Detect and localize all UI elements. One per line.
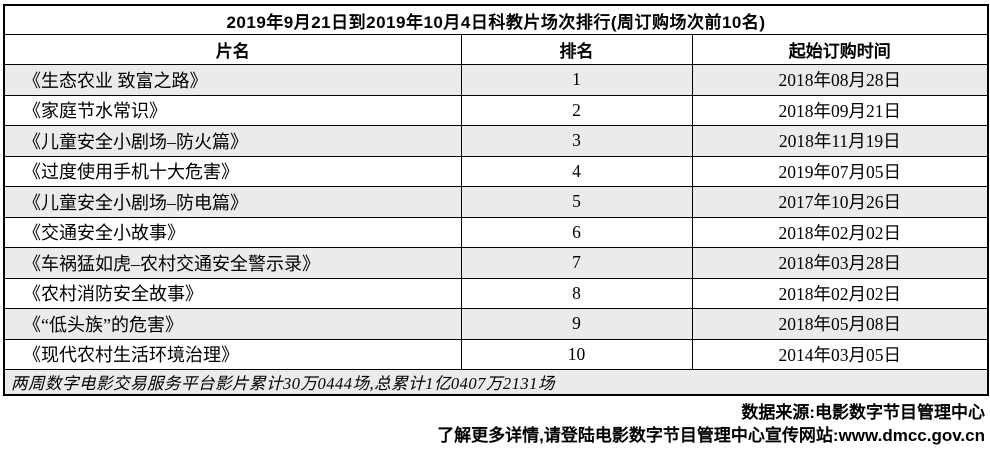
rank-cell: 9 (460, 308, 693, 340)
column-header-rank: 排名 (460, 34, 693, 65)
notes: 数据来源:电影数字节目管理中心 了解更多详情,请登陆电影数字节目管理中心宣传网站… (437, 401, 985, 447)
table-row: 《车祸猛如虎–农村交通安全警示录》 7 2018年03月28日 (3, 247, 989, 279)
rank-cell: 10 (460, 338, 693, 370)
title-row: 2019年9月21日到2019年10月4日科教片场次排行(周订购场次前10名) (3, 4, 989, 35)
table-row: 《“低头族”的危害》 9 2018年05月08日 (3, 308, 989, 340)
rank-cell: 4 (460, 155, 693, 187)
film-name-cell: 《农村消防安全故事》 (3, 277, 462, 309)
table-row: 《现代农村生活环境治理》 10 2014年03月05日 (3, 338, 989, 370)
date-cell: 2018年02月02日 (691, 277, 989, 309)
column-header-film: 片名 (3, 34, 462, 65)
date-cell: 2018年02月02日 (691, 216, 989, 248)
rank-cell: 6 (460, 216, 693, 248)
more-info-note: 了解更多详情,请登陆电影数字节目管理中心宣传网站:www.dmcc.gov.cn (437, 426, 985, 445)
film-name-cell: 《现代农村生活环境治理》 (3, 338, 462, 370)
film-name-cell: 《过度使用手机十大危害》 (3, 155, 462, 187)
table-row: 《儿童安全小剧场–防电篇》 5 2017年10月26日 (3, 186, 989, 218)
table-row: 《农村消防安全故事》 8 2018年02月02日 (3, 277, 989, 309)
rank-cell: 3 (460, 125, 693, 157)
rank-cell: 1 (460, 64, 693, 96)
table-row: 《儿童安全小剧场–防火篇》 3 2018年11月19日 (3, 125, 989, 157)
date-cell: 2018年09月21日 (691, 94, 989, 126)
date-cell: 2018年08月28日 (691, 64, 989, 96)
ranking-table: 2019年9月21日到2019年10月4日科教片场次排行(周订购场次前10名) … (3, 4, 990, 396)
table-row: 《家庭节水常识》 2 2018年09月21日 (3, 94, 989, 126)
table-row: 《生态农业 致富之路》 1 2018年08月28日 (3, 64, 989, 96)
rank-cell: 5 (460, 186, 693, 218)
film-name-cell: 《生态农业 致富之路》 (3, 64, 462, 96)
date-cell: 2018年05月08日 (691, 308, 989, 340)
table-row: 《过度使用手机十大危害》 4 2019年07月05日 (3, 155, 989, 187)
film-name-cell: 《“低头族”的危害》 (3, 308, 462, 340)
data-source-note: 数据来源:电影数字节目管理中心 (741, 403, 985, 422)
date-cell: 2018年03月28日 (691, 247, 989, 279)
rank-cell: 2 (460, 94, 693, 126)
film-name-cell: 《家庭节水常识》 (3, 94, 462, 126)
footer-row: 两周数字电影交易服务平台影片累计30万0444场,总累计1亿0407万2131场 (3, 369, 989, 396)
column-header-date: 起始订购时间 (691, 34, 989, 65)
rank-cell: 8 (460, 277, 693, 309)
film-name-cell: 《车祸猛如虎–农村交通安全警示录》 (3, 247, 462, 279)
date-cell: 2014年03月05日 (691, 338, 989, 370)
film-name-cell: 《儿童安全小剧场–防电篇》 (3, 186, 462, 218)
film-name-cell: 《交通安全小故事》 (3, 216, 462, 248)
date-cell: 2019年07月05日 (691, 155, 989, 187)
rank-cell: 7 (460, 247, 693, 279)
table-title: 2019年9月21日到2019年10月4日科教片场次排行(周订购场次前10名) (3, 4, 989, 35)
header-row: 片名 排名 起始订购时间 (3, 34, 989, 65)
table-row: 《交通安全小故事》 6 2018年02月02日 (3, 216, 989, 248)
date-cell: 2017年10月26日 (691, 186, 989, 218)
film-name-cell: 《儿童安全小剧场–防火篇》 (3, 125, 462, 157)
table-footer-note: 两周数字电影交易服务平台影片累计30万0444场,总累计1亿0407万2131场 (3, 369, 989, 396)
date-cell: 2018年11月19日 (691, 125, 989, 157)
